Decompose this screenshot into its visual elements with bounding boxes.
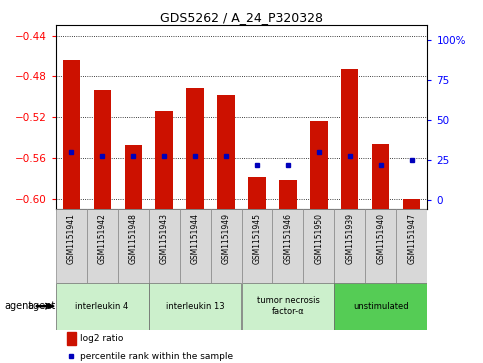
Text: GSM1151949: GSM1151949 [222,213,230,264]
Bar [280,180,297,209]
Text: interleukin 13: interleukin 13 [166,302,224,311]
Text: GSM1151948: GSM1151948 [128,213,138,264]
Bar [341,69,358,209]
Bar [56,209,86,283]
Bar [117,209,149,283]
Bar [403,199,421,209]
Bar [211,209,242,283]
Bar [180,209,211,283]
Text: unstimulated: unstimulated [353,302,409,311]
Text: GSM1151940: GSM1151940 [376,213,385,264]
Bar [86,209,117,283]
Bar [397,209,427,283]
Text: GSM1151950: GSM1151950 [314,213,324,264]
Text: GSM1151939: GSM1151939 [345,213,355,264]
Bar [186,88,203,209]
Text: interleukin 4: interleukin 4 [75,302,128,311]
Bar [242,209,272,283]
Bar [272,209,303,283]
Text: log2 ratio: log2 ratio [80,334,123,343]
Bar [62,60,80,209]
Text: GSM1151947: GSM1151947 [408,213,416,264]
Text: GSM1151942: GSM1151942 [98,213,107,264]
Text: GSM1151944: GSM1151944 [190,213,199,264]
Bar [372,144,389,209]
Title: GDS5262 / A_24_P320328: GDS5262 / A_24_P320328 [160,11,323,24]
Bar [248,176,266,209]
Bar [366,209,397,283]
Text: agent: agent [5,301,33,311]
Bar [149,283,242,330]
Bar [217,95,235,209]
Text: percentile rank within the sample: percentile rank within the sample [80,352,233,361]
Bar [311,121,327,209]
Text: agent: agent [28,301,56,311]
Bar [156,111,172,209]
Text: GSM1151943: GSM1151943 [159,213,169,264]
Text: GSM1151946: GSM1151946 [284,213,293,264]
Bar [303,209,334,283]
Text: GSM1151941: GSM1151941 [67,213,75,264]
Text: tumor necrosis
factor-α: tumor necrosis factor-α [256,297,319,316]
Bar [334,283,427,330]
Text: GSM1151945: GSM1151945 [253,213,261,264]
Bar [67,332,76,344]
Bar [125,145,142,209]
Bar [242,283,334,330]
Bar [149,209,180,283]
Bar [56,283,149,330]
Bar [94,90,111,209]
Bar [334,209,366,283]
